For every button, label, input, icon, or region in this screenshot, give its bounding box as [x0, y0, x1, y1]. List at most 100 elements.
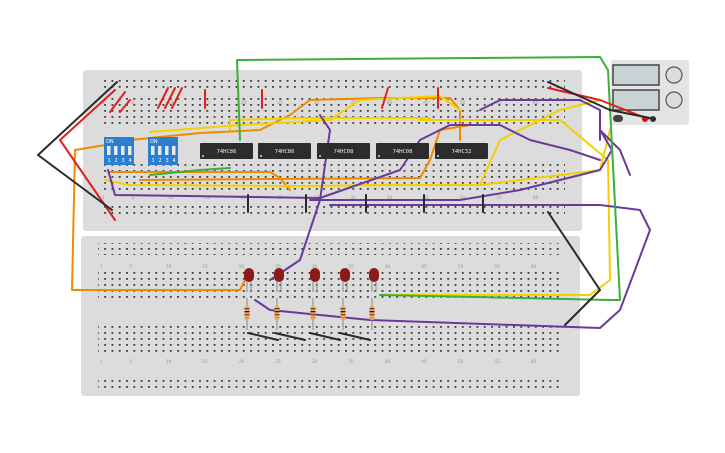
column-number: 45: [423, 195, 429, 201]
column-number: 60: [533, 100, 539, 106]
ic-chip-74hc08[interactable]: 74HC08: [376, 143, 429, 159]
column-number: 60: [533, 195, 539, 201]
column-number: 1: [100, 359, 103, 365]
column-number: 50: [460, 195, 466, 201]
column-number: 15: [202, 264, 208, 270]
column-number: 55: [494, 359, 500, 365]
power-rail-top: [100, 79, 565, 91]
column-number: 20: [241, 100, 247, 106]
resistor[interactable]: [310, 298, 316, 330]
led[interactable]: [274, 268, 284, 292]
resistor[interactable]: [369, 298, 375, 330]
on-label: ON: [150, 139, 158, 145]
column-number: 40: [385, 359, 391, 365]
switch-toggle[interactable]: [165, 146, 169, 155]
switch-number: 4: [129, 158, 132, 164]
led[interactable]: [310, 268, 320, 292]
column-number: 1: [102, 100, 105, 106]
column-number: 5: [131, 195, 134, 201]
column-number: 40: [387, 195, 393, 201]
column-number: 20: [241, 195, 247, 201]
column-number: 60: [531, 359, 537, 365]
power-supply[interactable]: [611, 60, 689, 125]
column-number: 15: [204, 100, 210, 106]
dip-switch[interactable]: ON 1 2 3 4: [148, 137, 178, 165]
switch-toggle[interactable]: [114, 146, 118, 155]
switch-number: 2: [159, 158, 162, 164]
led[interactable]: [369, 268, 379, 292]
column-number: 60: [531, 264, 537, 270]
resistor[interactable]: [244, 298, 250, 330]
chip-label: 74HC08: [334, 149, 354, 155]
chip-label: 74HC86: [275, 149, 295, 155]
column-number: 50: [460, 100, 466, 106]
column-number: 5: [129, 359, 132, 365]
column-number: 55: [496, 100, 502, 106]
switch-toggle[interactable]: [121, 146, 125, 155]
ic-chip-74hc08[interactable]: 74HC08: [317, 143, 370, 159]
column-number: 10: [168, 195, 174, 201]
column-number: 25: [277, 100, 283, 106]
column-number: 40: [387, 100, 393, 106]
column-number: 50: [458, 359, 464, 365]
column-number: 25: [275, 264, 281, 270]
column-number: 35: [348, 264, 354, 270]
column-number: 40: [385, 264, 391, 270]
column-number: 20: [239, 359, 245, 365]
column-number: 45: [421, 359, 427, 365]
column-number: 5: [129, 264, 132, 270]
column-number: 15: [202, 359, 208, 365]
column-number: 55: [494, 264, 500, 270]
chip-label: 74HC32: [452, 149, 472, 155]
power-rail-bottom: [98, 378, 563, 390]
chip-label: 74HC86: [217, 149, 237, 155]
terminal-rows-top: [100, 97, 565, 127]
column-number: 10: [168, 100, 174, 106]
ic-chip-74hc86[interactable]: 74HC86: [258, 143, 311, 159]
power-switch[interactable]: [613, 115, 623, 122]
column-number: 45: [421, 264, 427, 270]
column-number: 50: [458, 264, 464, 270]
wires: [37, 56, 656, 341]
ic-chip-74hc32[interactable]: 74HC32: [435, 143, 488, 159]
breadboard-2[interactable]: 1 5 10 15 20 25 30 35 40 45 50 55 601 5 10 15 20 25 30 35 40…: [81, 236, 580, 396]
voltage-knob[interactable]: [665, 66, 683, 84]
ic-chip-74hc86[interactable]: 74HC86: [200, 143, 253, 159]
current-display: [612, 89, 660, 111]
switch-number: 4: [173, 158, 176, 164]
column-number: 5: [131, 100, 134, 106]
switch-toggle[interactable]: [107, 146, 111, 155]
column-number: 25: [275, 359, 281, 365]
column-number: 1: [100, 264, 103, 270]
column-number: 30: [312, 359, 318, 365]
column-number: 35: [348, 359, 354, 365]
on-label: ON: [106, 139, 114, 145]
led[interactable]: [244, 268, 254, 292]
column-number: 10: [166, 264, 172, 270]
column-number: 45: [423, 100, 429, 106]
switch-number: 3: [122, 158, 125, 164]
current-knob[interactable]: [665, 91, 683, 109]
resistor[interactable]: [340, 298, 346, 330]
voltage-display: [612, 64, 660, 86]
column-number: 10: [166, 359, 172, 365]
switch-toggle[interactable]: [158, 146, 162, 155]
switch-number: 1: [108, 158, 111, 164]
power-rail-top: [98, 243, 563, 255]
resistor[interactable]: [274, 298, 280, 330]
led[interactable]: [340, 268, 350, 292]
column-number: 55: [496, 195, 502, 201]
switch-toggle[interactable]: [128, 146, 132, 155]
column-number: 30: [314, 100, 320, 106]
column-number: 1: [102, 195, 105, 201]
switch-toggle[interactable]: [151, 146, 155, 155]
column-number: 35: [350, 100, 356, 106]
switch-toggle[interactable]: [172, 146, 176, 155]
power-rail-bottom: [100, 206, 565, 218]
column-number: 20: [239, 264, 245, 270]
dip-switch[interactable]: ON 1 2 3 4: [104, 137, 134, 165]
switch-number: 2: [115, 158, 118, 164]
column-number: 35: [350, 195, 356, 201]
column-number: 30: [312, 264, 318, 270]
